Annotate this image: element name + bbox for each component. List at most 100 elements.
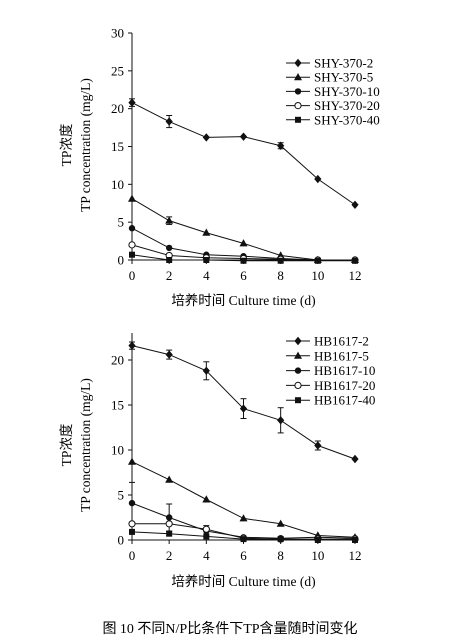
y-axis-label-cn: TP浓度 xyxy=(59,124,74,167)
data-point xyxy=(202,495,211,503)
legend-marker xyxy=(295,397,301,404)
data-point xyxy=(314,441,322,450)
legend-label: SHY-370-10 xyxy=(314,84,380,99)
x-tick-label: 10 xyxy=(311,548,324,563)
x-tick-label: 4 xyxy=(203,268,210,283)
data-point xyxy=(277,257,284,264)
x-tick-label: 0 xyxy=(129,268,136,283)
legend-label: HB1617-5 xyxy=(314,348,369,363)
data-point xyxy=(128,225,136,232)
x-tick-label: 2 xyxy=(166,268,173,283)
data-point xyxy=(129,251,135,258)
legend-label: SHY-370-20 xyxy=(314,98,380,113)
data-point xyxy=(128,499,136,507)
series-line xyxy=(131,198,355,261)
data-point xyxy=(314,537,321,543)
legend-label: HB1617-40 xyxy=(314,393,375,408)
x-tick-label: 10 xyxy=(311,268,324,283)
x-axis-label: 培养时间 Culture time (d) xyxy=(171,574,315,589)
data-point xyxy=(128,520,136,528)
y-tick-label: 20 xyxy=(111,101,124,116)
data-point xyxy=(239,239,248,247)
y-tick-label: 15 xyxy=(111,139,124,154)
y-tick-label: 25 xyxy=(111,63,124,78)
data-point xyxy=(277,416,285,425)
data-point xyxy=(128,98,136,107)
y-tick-label: 30 xyxy=(111,26,124,41)
data-point xyxy=(165,520,173,528)
data-point xyxy=(202,228,211,236)
data-point xyxy=(128,457,136,465)
data-point xyxy=(240,257,247,264)
legend-marker xyxy=(294,58,302,68)
data-point xyxy=(277,141,285,150)
y-tick-label: 5 xyxy=(118,215,125,230)
data-point xyxy=(165,244,173,252)
x-tick-label: 8 xyxy=(277,268,284,283)
data-point xyxy=(239,514,248,522)
legend-entry: SHY-370-5 xyxy=(286,70,373,85)
y-tick-label: 5 xyxy=(118,488,125,503)
legend-marker xyxy=(294,351,302,359)
data-point xyxy=(202,525,210,533)
series-1 xyxy=(128,341,359,464)
data-point xyxy=(203,533,210,540)
legend-entry: HB1617-5 xyxy=(286,348,369,363)
legend-entry: HB1617-20 xyxy=(286,378,375,393)
data-point xyxy=(166,257,173,263)
x-axis-label: 培养时间 Culture time (d) xyxy=(171,293,315,308)
x-tick-label: 4 xyxy=(203,548,210,563)
data-point xyxy=(129,528,135,535)
data-point xyxy=(165,514,173,521)
legend-marker xyxy=(294,367,302,374)
data-point xyxy=(351,200,359,209)
data-point xyxy=(239,404,248,413)
data-point xyxy=(276,519,285,527)
chart-2: 0 5 10 15 20 0 2 4 6 8 10 12 培养时间 Culture time (d) TP… xyxy=(59,333,375,589)
y-tick-label: 0 xyxy=(118,533,125,548)
x-tick-label: 6 xyxy=(240,548,247,563)
data-point xyxy=(128,341,136,350)
data-point xyxy=(202,366,210,375)
legend-entry: HB1617-10 xyxy=(286,363,375,378)
y-axis-label-en: TP concentration (mg/L) xyxy=(78,378,93,512)
data-point xyxy=(203,257,210,263)
legend-label: HB1617-10 xyxy=(314,363,375,378)
legend-marker xyxy=(294,102,302,110)
legend-marker xyxy=(294,336,302,346)
data-point xyxy=(166,530,173,537)
legend-label: SHY-370-5 xyxy=(314,70,373,85)
series-5 xyxy=(129,528,358,543)
y-tick-label: 10 xyxy=(111,177,124,192)
data-point xyxy=(240,536,247,543)
legend-entry: SHY-370-2 xyxy=(286,56,373,71)
data-point xyxy=(314,257,321,264)
y-tick-label: 0 xyxy=(118,253,125,268)
data-point xyxy=(165,475,174,483)
data-point xyxy=(165,350,173,359)
y-axis-label-en: TP concentration (mg/L) xyxy=(78,78,93,212)
data-point xyxy=(352,257,358,264)
data-point xyxy=(239,132,248,141)
x-tick-label: 12 xyxy=(349,268,362,283)
data-point xyxy=(314,174,322,184)
legend-marker xyxy=(294,88,302,95)
legend-label: SHY-370-40 xyxy=(314,112,380,127)
legend-marker xyxy=(295,116,301,123)
data-point xyxy=(128,194,136,202)
legend-entry: HB1617-40 xyxy=(286,393,375,408)
y-tick-label: 15 xyxy=(111,398,124,413)
chart-1: 0 5 10 15 20 25 30 0 2 4 6 8 10 12 培养时间 Culture time (… xyxy=(59,26,380,309)
data-point xyxy=(352,537,358,543)
data-point xyxy=(128,241,136,249)
series-2 xyxy=(128,457,359,541)
series-3 xyxy=(128,481,359,542)
data-point xyxy=(165,117,173,126)
legend-entry: HB1617-2 xyxy=(286,334,369,349)
data-point xyxy=(202,133,210,142)
legend-label: HB1617-2 xyxy=(314,334,369,349)
x-tick-label: 0 xyxy=(129,548,136,563)
y-tick-label: 10 xyxy=(111,443,124,458)
series-5 xyxy=(129,251,358,264)
